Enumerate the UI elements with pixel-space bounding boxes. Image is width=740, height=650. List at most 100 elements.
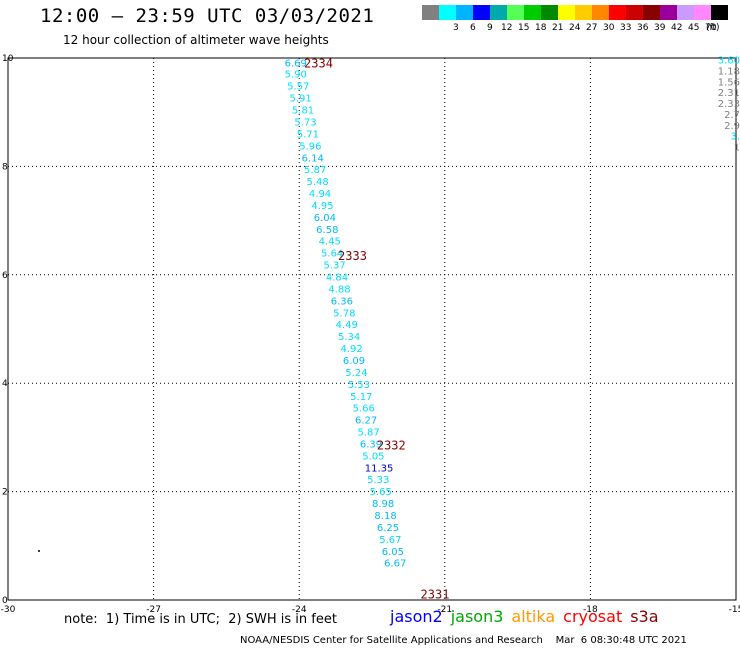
legend-swatch — [660, 5, 677, 20]
swh-value: 8.98 — [372, 499, 394, 510]
legend-label: 9 — [487, 23, 493, 33]
swh-value: 5.81 — [292, 106, 314, 117]
satellite-jason3: jason3 — [450, 607, 504, 626]
map-subtitle: 12 hour collection of altimeter wave hei… — [63, 33, 329, 47]
swh-value: 6.04 — [314, 213, 336, 224]
legend-swatch — [524, 5, 541, 20]
legend-unit: (ft) — [706, 23, 720, 33]
swh-value: 5.17 — [350, 392, 372, 403]
y-tick-label: 0 — [2, 596, 8, 606]
legend-label: 33 — [620, 23, 632, 33]
legend-label: 24 — [569, 23, 581, 33]
swh-value: 5.37 — [323, 261, 345, 272]
pass-number: 2333 — [338, 249, 367, 263]
x-tick-label: -27 — [146, 605, 161, 615]
altimeter-track: 6.695.905.575.915.815.735.715.966.145.87… — [285, 58, 407, 569]
pass-number: 2331 — [421, 588, 450, 602]
legend-label: 30 — [603, 23, 615, 33]
swh-value: 6.09 — [343, 356, 365, 367]
legend-label: 18 — [535, 23, 547, 33]
satellite-cryosat: cryosat — [563, 607, 623, 626]
swh-value: 4.45 — [319, 237, 341, 248]
swh-value: 5.33 — [367, 475, 389, 486]
swh-value: 6.05 — [382, 547, 404, 558]
satellite-jason2: jason2 — [390, 607, 443, 626]
swh-value: 5.87 — [357, 428, 379, 439]
footer-note: note: 1) Time is in UTC; 2) SWH is in fe… — [64, 612, 337, 627]
swh-value: 6.25 — [377, 523, 399, 534]
swh-value: 4.95 — [311, 201, 333, 212]
grid-lines — [8, 58, 736, 600]
x-tick-label: -21 — [437, 605, 452, 615]
legend-swatch — [541, 5, 558, 20]
legend-swatch — [507, 5, 524, 20]
map-frame — [7, 57, 737, 601]
swh-value: 5.65 — [370, 487, 392, 498]
pass-number: 2332 — [377, 439, 406, 453]
legend-swatch — [490, 5, 507, 20]
y-tick-label: 10 — [2, 54, 14, 64]
legend-swatch — [558, 5, 575, 20]
swh-value: 5.53 — [348, 380, 370, 391]
swh-value: 5.67 — [379, 535, 401, 546]
edge-swh-value: 2.9 — [724, 121, 740, 132]
swh-value: 6.27 — [355, 416, 377, 427]
legend-label: 45 — [688, 23, 700, 33]
satellite-altika: altika — [511, 607, 556, 626]
edge-swh-value: 3. — [730, 132, 740, 143]
swh-value: 5.64 — [321, 249, 343, 260]
swh-value: 4.49 — [336, 320, 358, 331]
legend-label: 15 — [518, 23, 530, 33]
legend-swatch — [711, 5, 728, 20]
swh-value: 6.58 — [316, 225, 338, 236]
y-tick-label: 6 — [2, 271, 8, 281]
y-tick-label: 4 — [2, 379, 8, 389]
edge-swh-value: 1 — [734, 142, 740, 153]
legend-swatch — [677, 5, 694, 20]
x-tick-label: -24 — [292, 605, 307, 615]
edge-swh-value: 1.56 — [718, 77, 740, 88]
legend-swatch — [456, 5, 473, 20]
legend-swatch — [643, 5, 660, 20]
stray-dot — [38, 550, 40, 552]
swh-value: 6.39 — [360, 439, 382, 450]
y-tick-label: 2 — [2, 488, 8, 498]
legend-label: 70 — [705, 23, 717, 33]
legend-label: 42 — [671, 23, 683, 33]
swh-value: 4.92 — [340, 344, 362, 355]
legend-label: 21 — [552, 23, 564, 33]
satellite-s3a: s3a — [630, 607, 659, 626]
legend-label: 6 — [470, 23, 476, 33]
legend-swatch — [575, 5, 592, 20]
swh-value: 5.24 — [345, 368, 367, 379]
edge-swh-value: 2.7 — [724, 110, 740, 121]
legend-label: 12 — [501, 23, 513, 33]
swh-value: 4.94 — [309, 189, 331, 200]
credit-line: NOAA/NESDIS Center for Satellite Applica… — [240, 635, 687, 646]
swh-value: 6.69 — [285, 58, 307, 69]
x-tick-label: -15 — [729, 605, 740, 615]
legend-swatch — [422, 5, 439, 20]
edge-swh-value: 1.18 — [718, 67, 740, 78]
legend-swatch — [694, 5, 711, 20]
swh-value: 4.88 — [328, 284, 350, 295]
swh-value: 11.35 — [365, 463, 394, 474]
edge-swh-value: 2.31 — [718, 88, 740, 99]
legend-swatch — [439, 5, 456, 20]
legend-label: 3 — [453, 23, 459, 33]
x-axis-ticks: -30 -27 -24 -21 -18 -15 — [1, 605, 740, 615]
swh-value: 5.66 — [353, 404, 375, 415]
swh-value: 5.71 — [297, 129, 319, 140]
swh-value: 8.18 — [374, 511, 396, 522]
satellite-legend: jason2 jason3 altika cryosat s3a — [390, 607, 667, 626]
legend-swatch — [592, 5, 609, 20]
swh-value: 6.14 — [302, 153, 324, 164]
legend-label: 36 — [637, 23, 649, 33]
x-tick-label: -18 — [583, 605, 598, 615]
legend-label: 27 — [586, 23, 598, 33]
legend-swatch — [609, 5, 626, 20]
swh-value: 6.36 — [331, 296, 353, 307]
y-axis-ticks: 0 2 4 6 8 10 — [2, 54, 14, 606]
swh-value: 5.05 — [362, 451, 384, 462]
